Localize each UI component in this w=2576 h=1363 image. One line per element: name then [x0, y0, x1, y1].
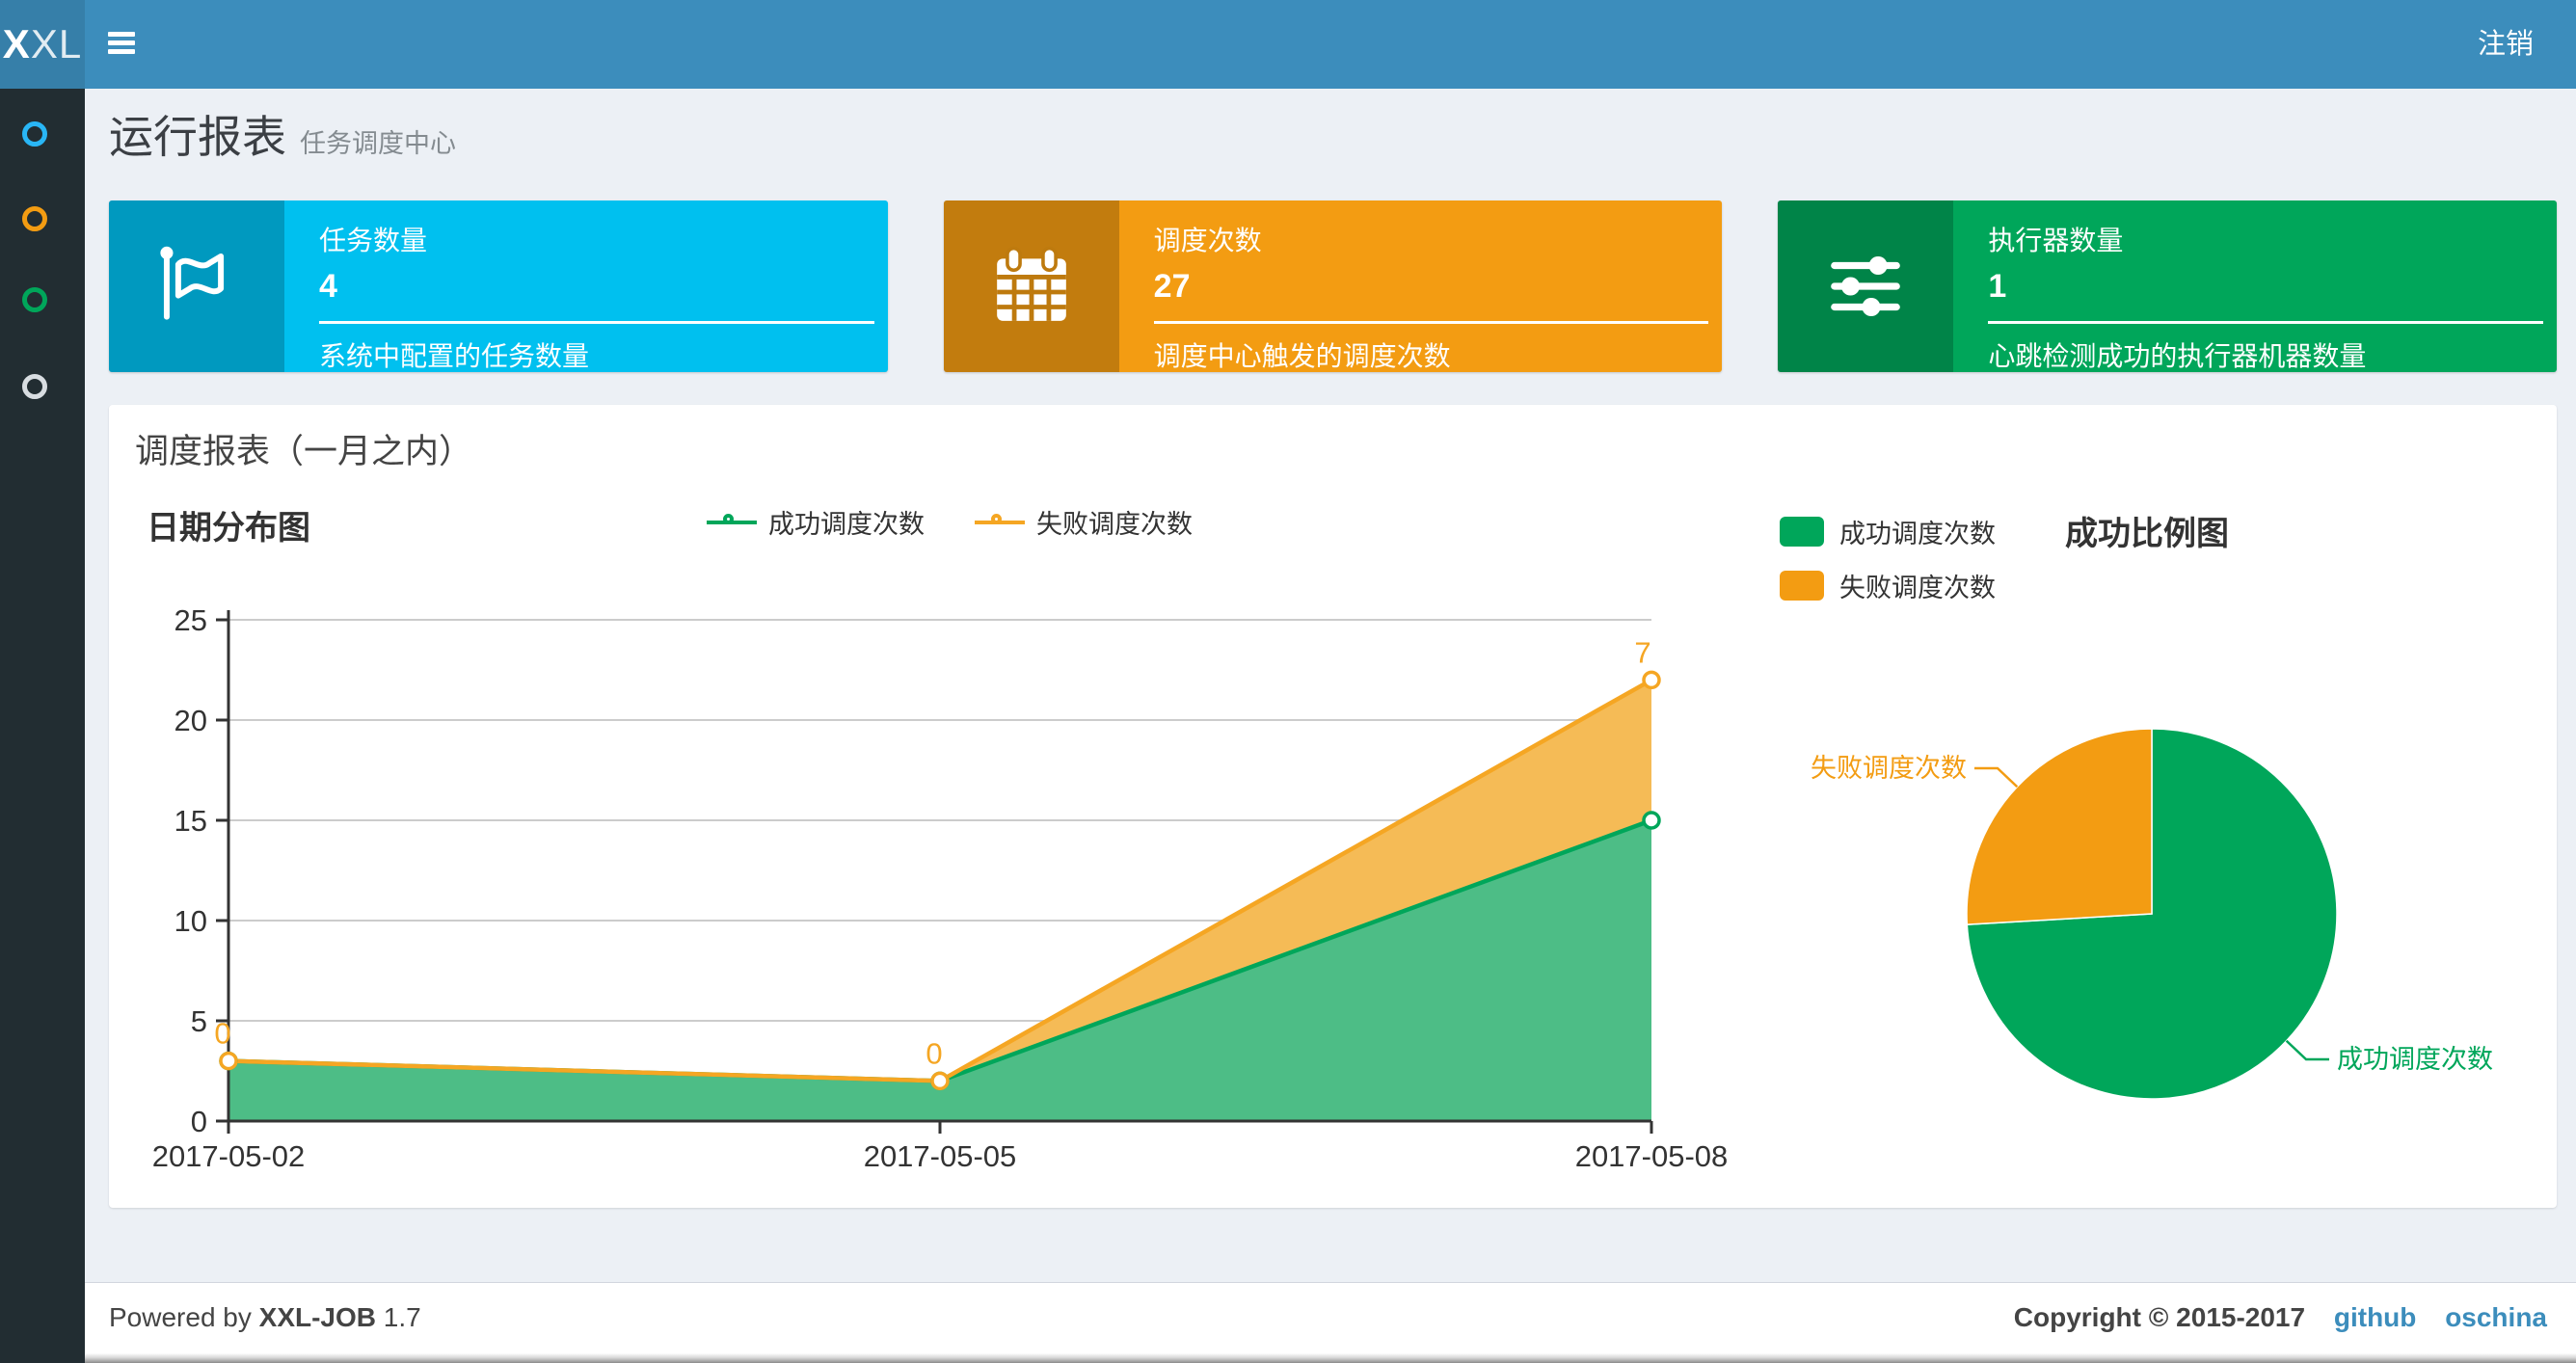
swatch-icon	[1780, 571, 1824, 601]
brand: XXL-JOB	[258, 1302, 377, 1332]
line-chart-title: 日期分布图	[147, 510, 310, 547]
version: 1.7	[383, 1302, 421, 1332]
divider	[319, 321, 874, 324]
sidebar-toggle-icon[interactable]	[108, 32, 137, 57]
legend-item-success[interactable]: 成功调度次数	[1780, 513, 1996, 550]
line-chart-legend: 成功调度次数 失败调度次数	[707, 503, 1193, 541]
github-link[interactable]: github	[2333, 1302, 2417, 1332]
powered-by: Powered by XXL-JOB 1.7	[109, 1283, 421, 1352]
info-box-title: 执行器数量	[1988, 226, 2124, 255]
info-box-title: 任务数量	[319, 226, 428, 255]
copyright: Copyright © 2015-2017 github oschina	[2014, 1283, 2547, 1352]
line-ring-icon	[707, 512, 757, 533]
top-navbar: XXL 注销	[0, 0, 2576, 89]
legend-label: 失败调度次数	[1839, 574, 1996, 602]
info-box-content: 任务数量 4 系统中配置的任务数量	[284, 200, 888, 372]
powered-prefix: Powered by	[109, 1302, 252, 1332]
sidebar-item-2-circle-icon[interactable]	[22, 206, 47, 231]
legend-label: 失败调度次数	[1036, 510, 1193, 539]
svg-text:10: 10	[174, 904, 207, 938]
calendar-icon	[943, 200, 1119, 372]
sidebar	[0, 89, 85, 1363]
info-box-title: 调度次数	[1153, 226, 1262, 255]
info-box-value: 4	[319, 268, 337, 305]
info-box-triggers: 调度次数 27 调度中心触发的调度次数	[943, 200, 1723, 372]
logo-rest: XL	[30, 21, 83, 67]
info-box-row: 任务数量 4 系统中配置的任务数量	[109, 200, 2558, 372]
svg-text:2017-05-05: 2017-05-05	[864, 1139, 1017, 1173]
legend-item-fail[interactable]: 失败调度次数	[975, 503, 1193, 541]
legend-label: 成功调度次数	[768, 510, 925, 539]
panel-title: 调度报表（一月之内）	[135, 433, 473, 470]
svg-text:失败调度次数: 失败调度次数	[1811, 754, 1967, 783]
info-box-value: 27	[1153, 268, 1191, 305]
svg-text:成功调度次数: 成功调度次数	[2337, 1045, 2493, 1074]
svg-text:0: 0	[214, 1017, 230, 1051]
page-header: 运行报表 任务调度中心	[109, 102, 456, 166]
footer: Powered by XXL-JOB 1.7 Copyright © 2015-…	[85, 1282, 2576, 1353]
logout-button[interactable]: 注销	[2477, 29, 2534, 60]
info-box-executors: 执行器数量 1 心跳检测成功的执行器机器数量	[1778, 200, 2558, 372]
pie-chart-legend: 成功调度次数 失败调度次数	[1780, 513, 1996, 621]
page-title: 运行报表	[109, 112, 286, 162]
sidebar-item-4-circle-icon[interactable]	[22, 374, 47, 399]
sidebar-item-1-circle-icon[interactable]	[22, 121, 47, 147]
svg-text:15: 15	[174, 804, 207, 838]
divider	[1988, 321, 2544, 324]
copyright-text: Copyright © 2015-2017	[2013, 1302, 2306, 1332]
svg-text:7: 7	[1634, 635, 1650, 669]
legend-item-fail[interactable]: 失败调度次数	[1780, 567, 1996, 604]
info-box-description: 调度中心触发的调度次数	[1153, 341, 1451, 371]
svg-text:25: 25	[174, 603, 207, 637]
schedule-report-panel: 调度报表（一月之内） 日期分布图 成功调度次数 失败调度次数	[109, 405, 2557, 1208]
svg-text:20: 20	[174, 704, 207, 737]
line-ring-icon	[975, 512, 1025, 533]
pie-chart-title: 成功比例图	[2065, 516, 2229, 552]
page-subtitle: 任务调度中心	[300, 129, 456, 158]
svg-text:2017-05-08: 2017-05-08	[1575, 1139, 1729, 1173]
app-logo[interactable]: XXL	[0, 0, 85, 89]
svg-text:5: 5	[191, 1004, 207, 1038]
divider	[1153, 321, 1709, 324]
info-box-description: 心跳检测成功的执行器机器数量	[1988, 341, 2367, 371]
window-edge	[85, 1353, 2576, 1363]
logo-bold: X	[2, 21, 31, 67]
info-box-jobs: 任务数量 4 系统中配置的任务数量	[109, 200, 888, 372]
info-box-value: 1	[1988, 268, 2007, 305]
sidebar-item-3-circle-icon[interactable]	[22, 287, 47, 312]
swatch-icon	[1780, 517, 1824, 547]
info-box-content: 执行器数量 1 心跳检测成功的执行器机器数量	[1953, 200, 2557, 372]
svg-text:2017-05-02: 2017-05-02	[152, 1139, 306, 1173]
main-content: 运行报表 任务调度中心 任务数量 4 系统中配置的任务数量	[85, 89, 2576, 1363]
oschina-link[interactable]: oschina	[2445, 1302, 2547, 1332]
svg-text:0: 0	[191, 1105, 207, 1138]
sliders-icon	[1778, 200, 1954, 372]
info-box-description: 系统中配置的任务数量	[319, 341, 590, 371]
svg-text:0: 0	[926, 1036, 942, 1070]
success-ratio-pie-chart: 成功调度次数 失败调度次数	[1811, 728, 2493, 1100]
flag-icon	[109, 200, 284, 372]
info-box-content: 调度次数 27 调度中心触发的调度次数	[1119, 200, 1723, 372]
legend-item-success[interactable]: 成功调度次数	[707, 503, 925, 541]
legend-label: 成功调度次数	[1839, 520, 1996, 548]
